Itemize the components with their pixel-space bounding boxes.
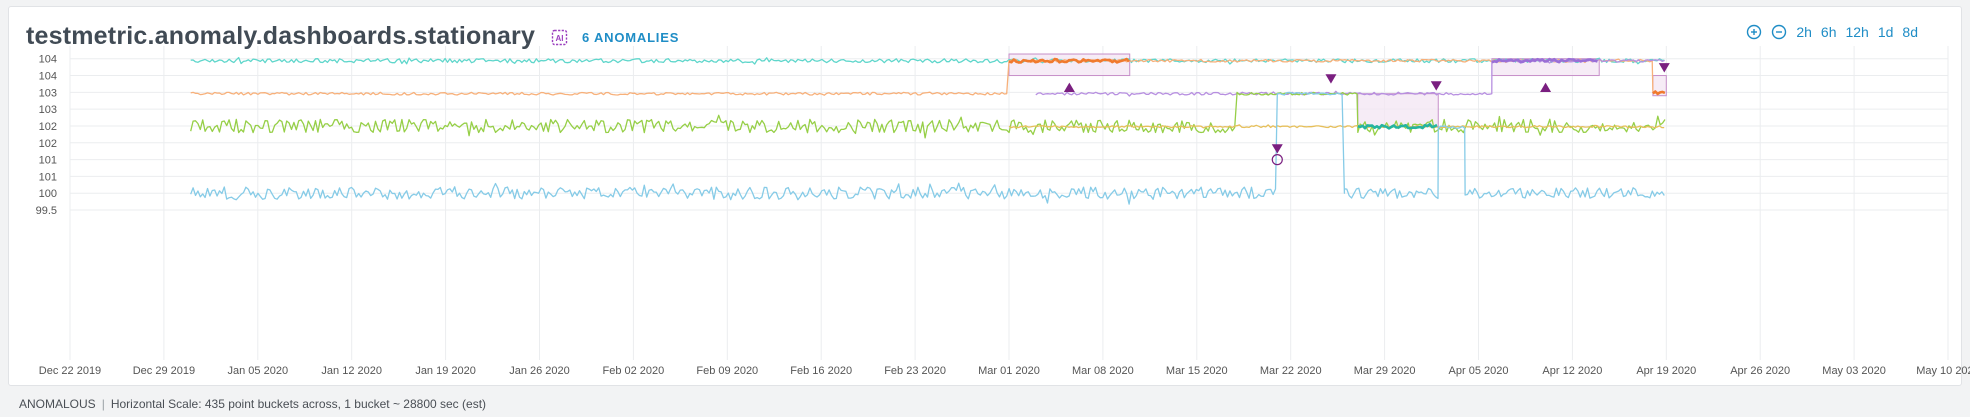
x-tick-label: Feb 23 2020 xyxy=(884,365,946,377)
anomaly-marker-icon xyxy=(1063,82,1075,92)
chart-series xyxy=(190,56,1666,205)
anomalies-link[interactable]: 6 ANOMALIES xyxy=(582,30,680,45)
anomaly-highlight-line xyxy=(1491,57,1598,64)
x-tick-label: May 10 2020 xyxy=(1916,365,1970,377)
x-tick-label: Mar 29 2020 xyxy=(1354,365,1416,377)
x-tick-label: Jan 19 2020 xyxy=(415,365,476,377)
x-tick-label: Apr 19 2020 xyxy=(1636,365,1696,377)
range-1d-button[interactable]: 1d xyxy=(1877,24,1894,40)
x-tick-label: Jan 26 2020 xyxy=(509,365,570,377)
y-axis: 104 104 103 103 102 102 101 101 100 99.5 xyxy=(36,54,57,217)
anomaly-highlight-line xyxy=(1357,123,1438,130)
chart-footer: ANOMALOUS | Horizontal Scale: 435 point bu… xyxy=(19,397,486,411)
range-6h-button[interactable]: 6h xyxy=(1820,24,1837,40)
chart-panel xyxy=(8,6,1962,386)
chart-title: testmetric.anomaly.dashboards.stationary xyxy=(26,22,536,50)
plus-circle-icon xyxy=(1747,24,1762,40)
anomaly-marker-icon xyxy=(1271,144,1283,154)
anomaly-marker-icon xyxy=(1430,81,1442,91)
anomaly-highlight-line xyxy=(1008,57,1130,64)
anomaly-marker-icon xyxy=(1325,74,1337,84)
x-tick-label: Dec 29 2019 xyxy=(133,365,195,377)
zoom-in-button[interactable] xyxy=(1746,24,1762,40)
x-tick-label: Feb 02 2020 xyxy=(603,365,665,377)
y-tick-label: 101 xyxy=(39,155,57,167)
anomaly-highlight-line xyxy=(1652,90,1666,96)
series-line xyxy=(1008,124,1665,129)
y-tick-label: 104 xyxy=(39,71,57,83)
x-tick-label: Mar 08 2020 xyxy=(1072,365,1134,377)
x-tick-label: Dec 22 2019 xyxy=(39,365,101,377)
status-label: ANOMALOUS xyxy=(19,397,96,411)
series-line xyxy=(190,91,1665,205)
anomaly-marker-icon xyxy=(1658,63,1670,73)
y-tick-label: 104 xyxy=(39,54,57,66)
x-tick-label: Apr 26 2020 xyxy=(1730,365,1790,377)
zoom-out-button[interactable] xyxy=(1771,24,1787,40)
anomaly-band xyxy=(1008,53,1131,77)
y-tick-label: 103 xyxy=(39,104,57,116)
series-line xyxy=(190,58,1665,96)
x-axis: Dec 22 2019 Dec 29 2019 Jan 05 2020 Jan 12 … xyxy=(39,365,1970,377)
anomaly-band xyxy=(1357,93,1439,128)
x-tick-label: Apr 05 2020 xyxy=(1449,365,1509,377)
range-2h-button[interactable]: 2h xyxy=(1796,24,1812,40)
x-tick-label: Jan 05 2020 xyxy=(228,365,289,377)
x-tick-label: Mar 01 2020 xyxy=(978,365,1040,377)
zoom-controls: 2h 6h 12h 1d 8d xyxy=(1746,22,1918,42)
y-tick-label: 103 xyxy=(39,87,57,99)
x-tick-label: Feb 16 2020 xyxy=(790,365,852,377)
x-tick-label: Jan 12 2020 xyxy=(321,365,382,377)
y-tick-label: 102 xyxy=(39,121,57,133)
series-line xyxy=(190,91,1666,139)
ai-badge-icon[interactable]: AI xyxy=(551,29,568,46)
y-tick-label: 100 xyxy=(39,188,57,200)
series-line xyxy=(190,56,1665,65)
footer-separator: | xyxy=(101,397,105,411)
x-tick-label: Feb 09 2020 xyxy=(696,365,758,377)
y-tick-label: 99.5 xyxy=(36,205,57,217)
x-tick-label: Apr 12 2020 xyxy=(1542,365,1602,377)
x-tick-label: Mar 22 2020 xyxy=(1260,365,1322,377)
anomaly-marker-icon xyxy=(1540,82,1552,92)
y-tick-label: 101 xyxy=(39,171,57,183)
range-12h-button[interactable]: 12h xyxy=(1845,24,1869,40)
scale-description: Horizontal Scale: 435 point buckets acro… xyxy=(110,397,487,411)
anomaly-point-ring xyxy=(1271,154,1283,166)
y-tick-label: 102 xyxy=(39,138,57,150)
anomaly-markers xyxy=(1063,63,1670,166)
minus-circle-icon xyxy=(1772,24,1787,40)
anomaly-bands xyxy=(1008,53,1667,128)
x-tick-label: May 03 2020 xyxy=(1822,365,1886,377)
range-8d-button[interactable]: 8d xyxy=(1902,24,1918,40)
anomaly-highlights xyxy=(1008,57,1666,130)
ai-badge-label: AI xyxy=(556,34,564,43)
x-tick-label: Mar 15 2020 xyxy=(1166,365,1228,377)
